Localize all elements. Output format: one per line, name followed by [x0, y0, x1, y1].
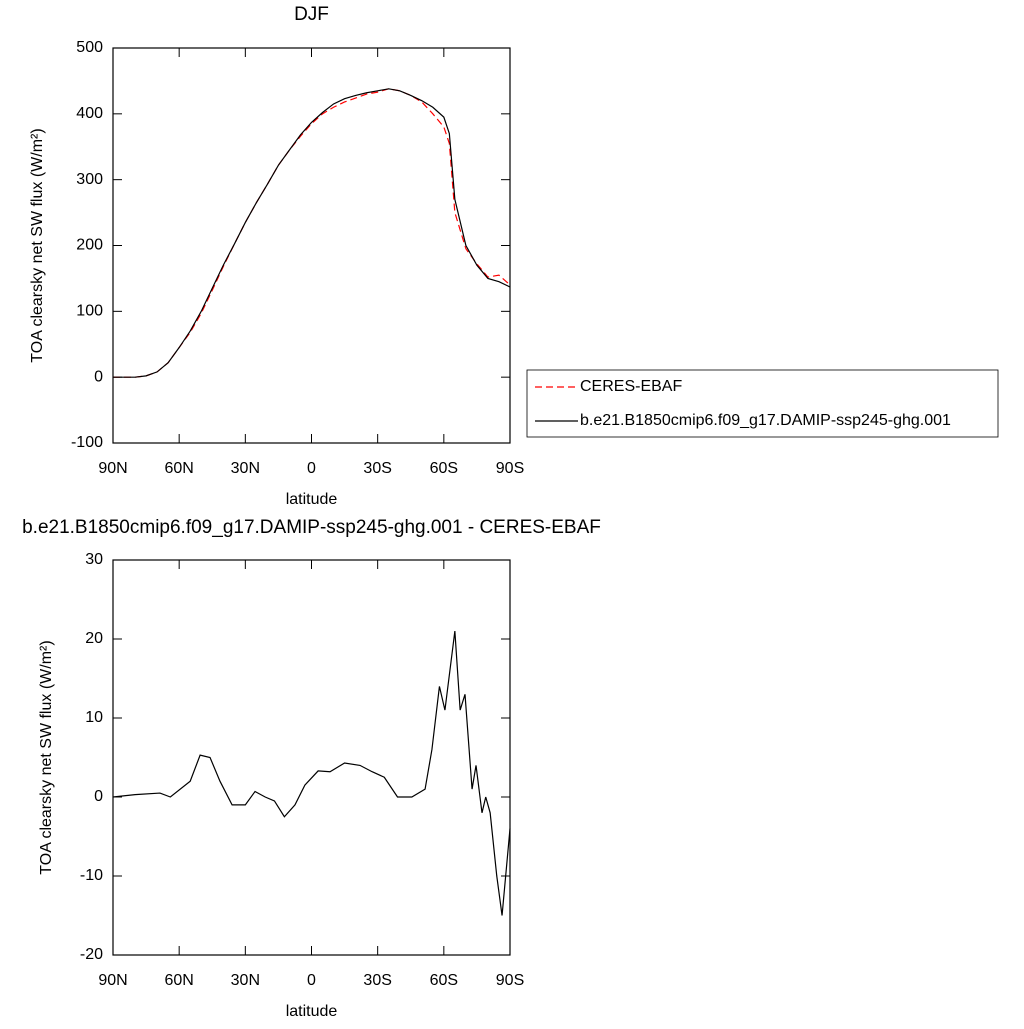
x-tick-label: 0 [307, 460, 316, 477]
plot-frame [112, 47, 511, 444]
legend-label: CERES-EBAF [580, 378, 682, 395]
plot-frame [112, 559, 511, 956]
x-tick-label: 30N [231, 460, 260, 477]
y-tick-label: 200 [76, 237, 103, 254]
y-axis-label: TOA clearsky net SW flux (W/m²) [38, 640, 55, 874]
y-tick-label: 300 [76, 171, 103, 188]
x-tick-label: 90N [98, 460, 127, 477]
y-tick-label: 0 [94, 368, 103, 385]
y-tick-label: -10 [80, 867, 103, 884]
x-tick-label: 90S [496, 460, 524, 477]
x-tick-label: 90N [98, 972, 127, 989]
series-line [112, 631, 511, 916]
y-tick-label: 10 [85, 709, 103, 726]
chart-title: DJF [294, 4, 329, 25]
y-tick-label: 100 [76, 303, 103, 320]
y-axis-label: TOA clearsky net SW flux (W/m²) [29, 128, 46, 362]
y-tick-label: 400 [76, 105, 103, 122]
x-tick-label: 60S [430, 460, 458, 477]
x-tick-label: 60S [430, 972, 458, 989]
legend-label: b.e21.B1850cmip6.f09_g17.DAMIP-ssp245-gh… [580, 412, 951, 429]
y-tick-label: -20 [80, 946, 103, 963]
chart-title: b.e21.B1850cmip6.f09_g17.DAMIP-ssp245-gh… [22, 517, 601, 538]
series-line [113, 88, 511, 378]
x-axis-label: latitude [286, 491, 338, 508]
y-tick-label: 20 [85, 630, 103, 647]
y-tick-label: -100 [71, 434, 103, 451]
series-line [113, 88, 511, 378]
x-tick-label: 90S [496, 972, 524, 989]
x-tick-label: 30S [363, 972, 391, 989]
x-tick-label: 60N [164, 972, 193, 989]
y-tick-label: 500 [76, 39, 103, 56]
x-tick-label: 30S [363, 460, 391, 477]
x-tick-label: 30N [231, 972, 260, 989]
legend-box [526, 369, 999, 438]
y-tick-label: 0 [94, 788, 103, 805]
x-tick-label: 0 [307, 972, 316, 989]
y-tick-label: 30 [85, 551, 103, 568]
x-tick-label: 60N [164, 460, 193, 477]
x-axis-label: latitude [286, 1003, 338, 1020]
